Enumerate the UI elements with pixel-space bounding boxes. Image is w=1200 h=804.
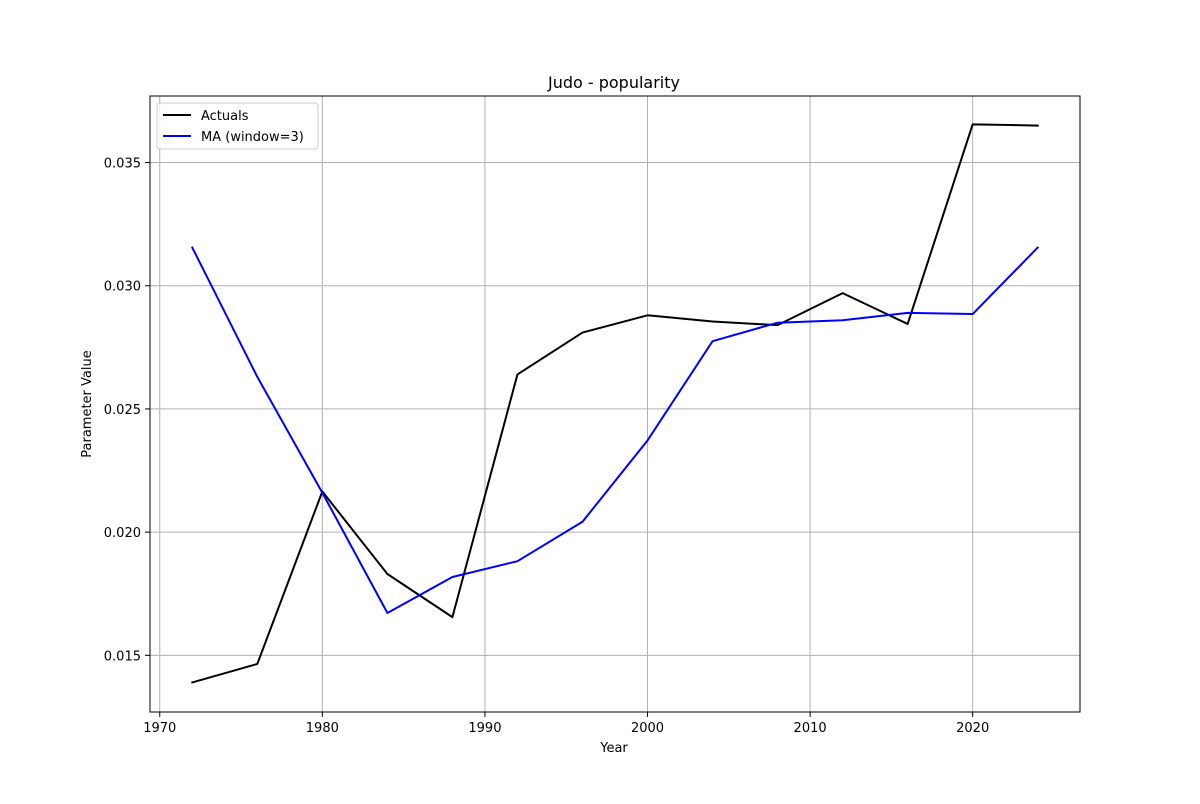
y-tick-label: 0.025 bbox=[104, 403, 141, 418]
x-tick-label: 2020 bbox=[956, 721, 989, 736]
y-tick-label: 0.015 bbox=[104, 649, 141, 664]
y-axis-title: Parameter Value bbox=[80, 350, 95, 457]
legend-label-actuals: Actuals bbox=[201, 109, 249, 124]
x-tick-label: 1980 bbox=[306, 721, 339, 736]
x-tick-label: 2000 bbox=[631, 721, 664, 736]
x-axis-title: Year bbox=[599, 741, 628, 756]
y-tick-label: 0.030 bbox=[104, 280, 141, 295]
x-tick-label: 2010 bbox=[794, 721, 827, 736]
y-tick-label: 0.020 bbox=[104, 526, 141, 541]
x-tick-label: 1990 bbox=[468, 721, 501, 736]
x-tick-label: 1970 bbox=[143, 721, 176, 736]
y-tick-label: 0.035 bbox=[104, 157, 141, 172]
legend: Actuals MA (window=3) bbox=[157, 103, 318, 149]
chart-title: Judo - popularity bbox=[547, 73, 680, 92]
legend-label-ma: MA (window=3) bbox=[201, 130, 304, 145]
